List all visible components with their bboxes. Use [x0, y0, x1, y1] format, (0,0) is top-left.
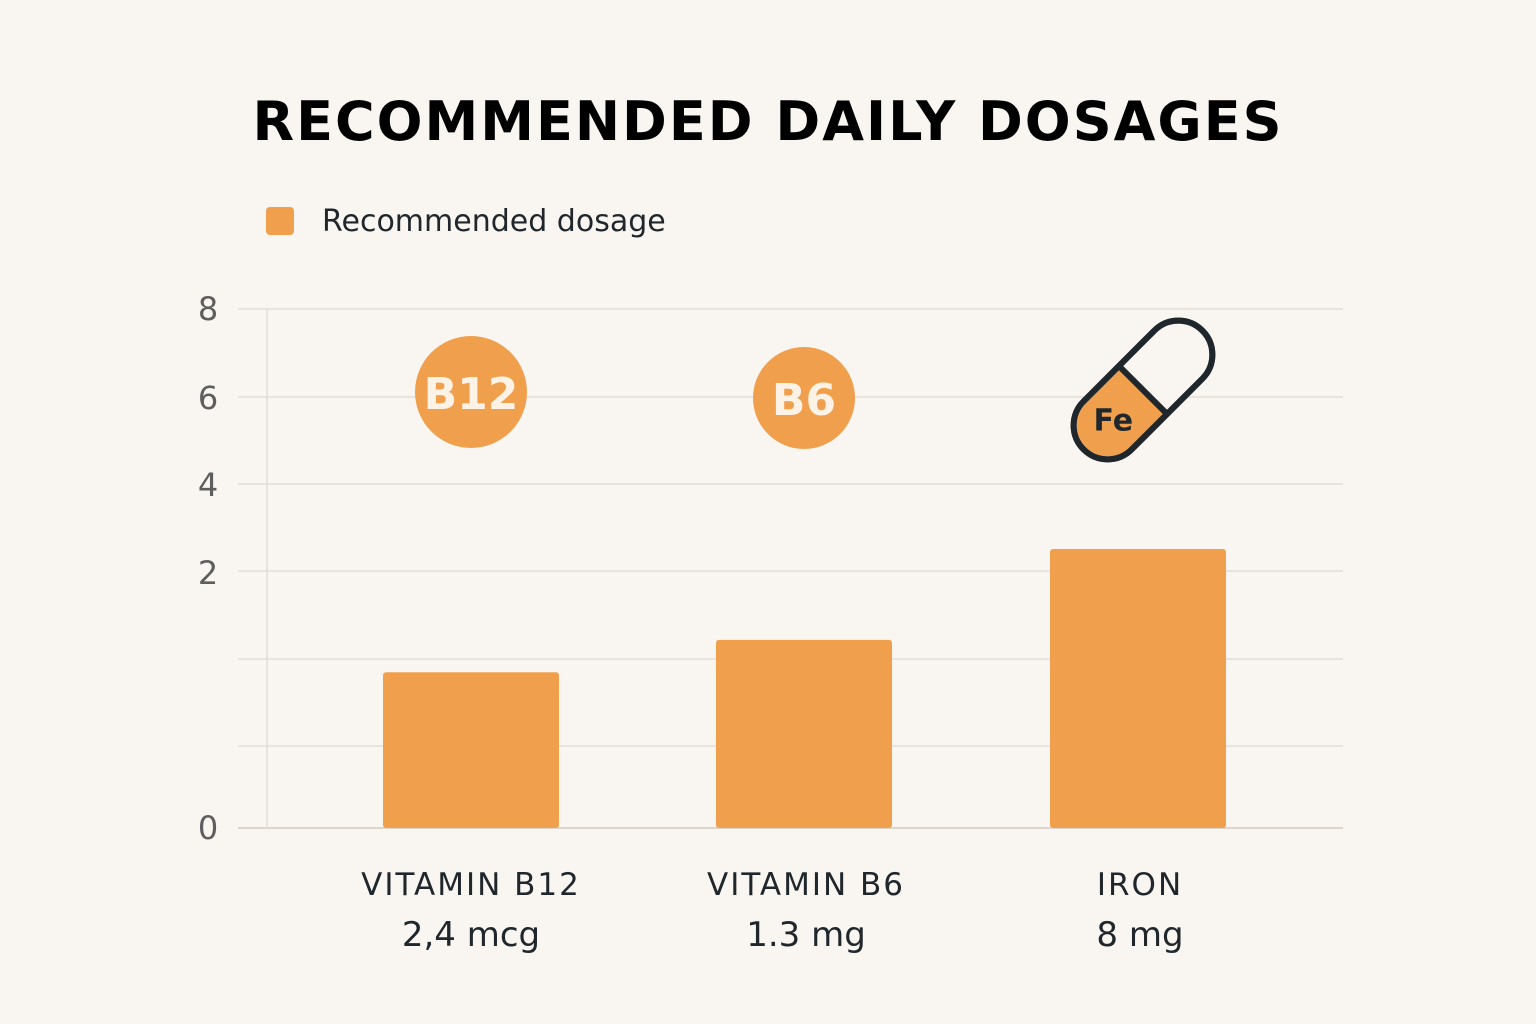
- value-label: 1.3 mg: [746, 915, 866, 955]
- legend: Recommended dosage: [266, 204, 666, 239]
- iron-capsule-icon: Fe: [1070, 317, 1216, 463]
- y-tick-label: 2: [198, 554, 218, 592]
- b12-badge-circle: [415, 336, 527, 448]
- chart-title: RECOMMENDED DAILY DOSAGES: [252, 90, 1283, 153]
- y-tick-label: 8: [198, 290, 218, 328]
- y-tick-label: 0: [198, 809, 218, 847]
- b6-badge-circle: [753, 347, 855, 449]
- category-label: VITAMIN B6: [707, 867, 905, 903]
- bar-vitamin-b6: [716, 639, 892, 828]
- y-tick-labels: 8 6 4 2 0: [198, 290, 218, 847]
- capsule-outline-front: [1070, 317, 1216, 463]
- value-labels: 2,4 mcg 1.3 mg 8 mg: [402, 915, 1184, 955]
- category-label: IRON: [1097, 867, 1183, 903]
- b6-badge-text: B6: [772, 375, 836, 426]
- bar-vitamin-b12: [383, 672, 559, 828]
- category-label: VITAMIN B12: [361, 867, 581, 903]
- capsule-divider: [1116, 363, 1170, 417]
- legend-label: Recommended dosage: [322, 204, 666, 239]
- icons: B12 B6 Fe: [415, 317, 1216, 463]
- b12-badge-icon: B12: [415, 336, 527, 448]
- b12-badge-text: B12: [424, 369, 519, 420]
- bars-group: [383, 549, 1226, 828]
- value-label: 8 mg: [1096, 915, 1183, 955]
- category-labels: VITAMIN B12 VITAMIN B6 IRON: [361, 867, 1183, 903]
- y-tick-label: 6: [198, 379, 218, 417]
- b6-badge-icon: B6: [753, 347, 855, 449]
- legend-swatch: [266, 207, 294, 235]
- capsule-text: Fe: [1093, 404, 1133, 439]
- bar-iron: [1050, 549, 1226, 828]
- value-label: 2,4 mcg: [402, 915, 540, 955]
- y-tick-label: 4: [198, 466, 218, 504]
